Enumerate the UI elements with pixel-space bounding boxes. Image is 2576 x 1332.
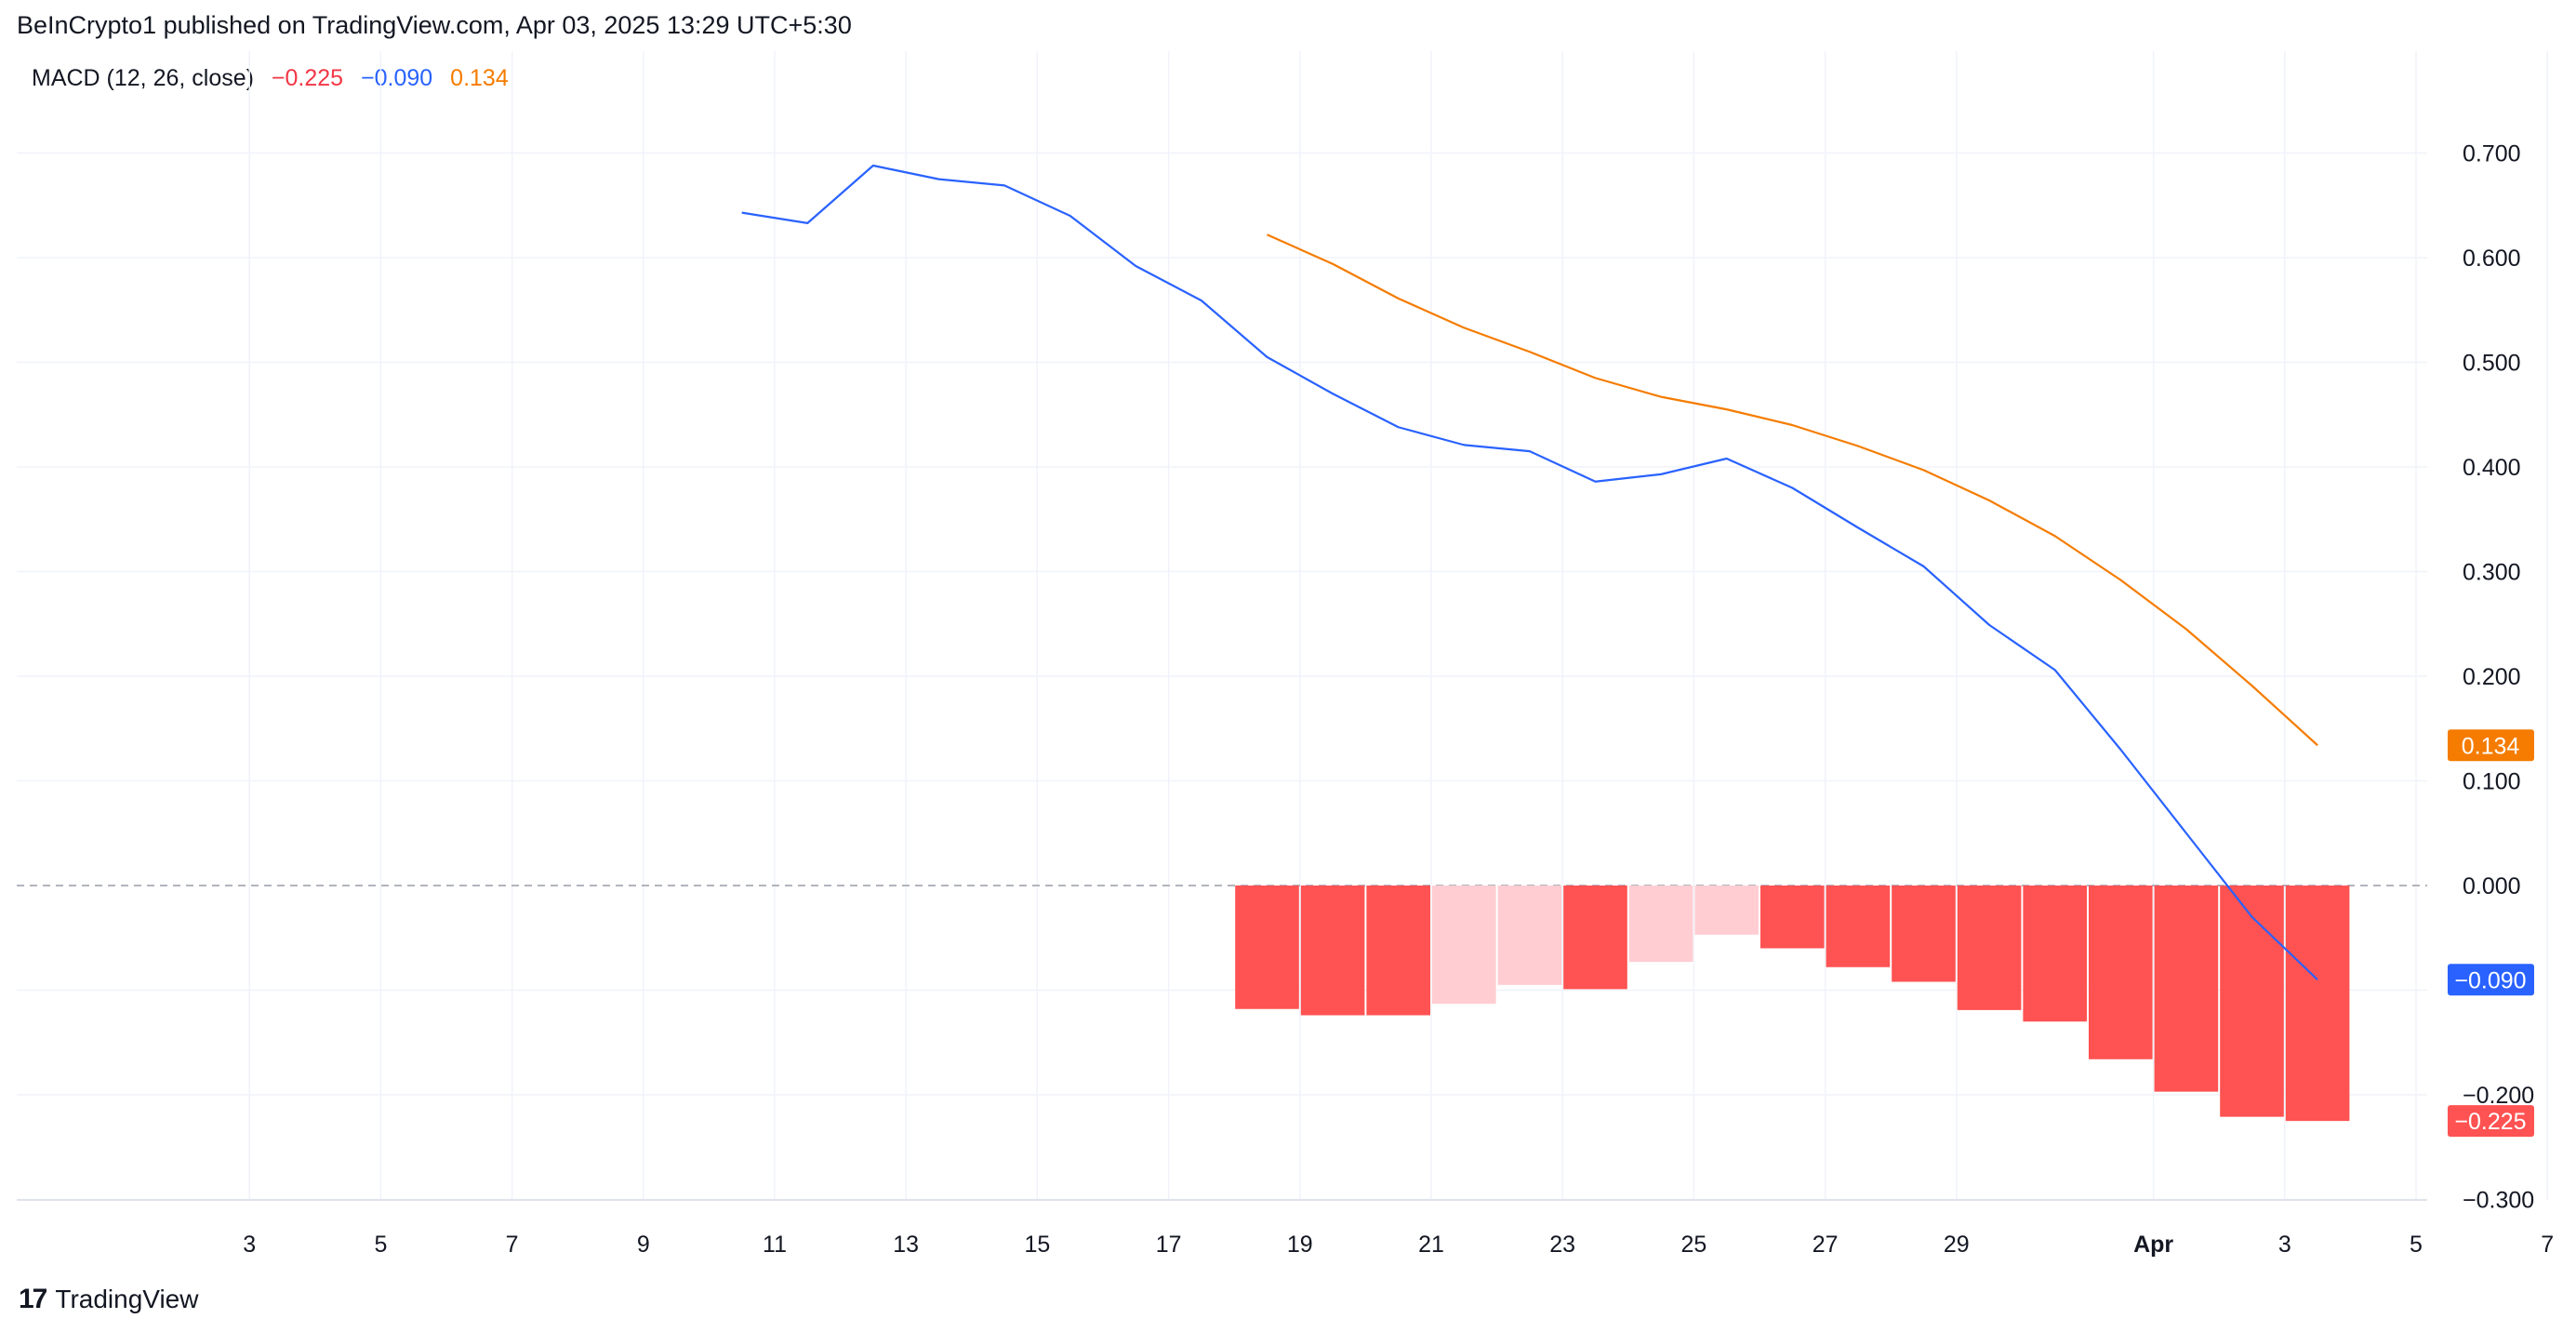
indicator-legend[interactable]: MACD (12, 26, close) −0.225 −0.090 0.134 <box>32 65 520 92</box>
histogram-bar <box>1760 886 1825 949</box>
histogram-bar <box>1366 886 1430 1016</box>
y-tick-label: 0.600 <box>2463 246 2521 272</box>
histogram-bar <box>1694 886 1759 935</box>
histogram-value: −0.225 <box>271 65 344 91</box>
y-tick-label: 0.200 <box>2463 664 2521 690</box>
y-tick-label: 0.300 <box>2463 560 2521 586</box>
x-tick-label: 21 <box>1418 1232 1444 1258</box>
y-tick-label: 0.100 <box>2463 769 2521 795</box>
x-tick-label: Apr <box>2133 1232 2173 1258</box>
histogram-bar <box>1300 886 1365 1016</box>
y-tick-label: −0.300 <box>2463 1188 2534 1214</box>
histogram-bar <box>1563 886 1627 990</box>
lines <box>741 164 2318 981</box>
x-tick-label: 27 <box>1812 1232 1839 1258</box>
x-axis[interactable]: 3 5 7 9 11 13 15 17 19 21 23 25 27 29 Apr 3 5 7 <box>243 1232 2554 1258</box>
y-tick-label: 0.500 <box>2463 351 2521 377</box>
histogram-bar <box>1892 886 1956 982</box>
x-tick-label: 25 <box>1680 1232 1706 1258</box>
y-tick-label: 0.400 <box>2463 455 2521 481</box>
y-tick-label: 0.000 <box>2463 873 2521 899</box>
signal-value: 0.134 <box>450 65 509 91</box>
x-tick-label: 19 <box>1287 1232 1313 1258</box>
tradingview-logo-icon: 17 <box>19 1284 47 1314</box>
x-tick-label: 5 <box>2410 1232 2423 1258</box>
macd-line <box>741 164 2318 981</box>
x-tick-label: 23 <box>1549 1232 1575 1258</box>
x-tick-label: 5 <box>374 1232 387 1258</box>
histogram <box>1235 886 2350 1122</box>
histogram-bar <box>1826 886 1891 967</box>
histogram-bar <box>1628 886 1693 963</box>
y-tick-label: −0.200 <box>2463 1083 2534 1109</box>
last-value-badge <box>2448 729 2534 762</box>
last-value-text: −0.090 <box>2454 967 2526 993</box>
x-tick-label: 29 <box>1944 1232 1970 1258</box>
y-tick-label: 0.700 <box>2463 141 2521 167</box>
x-tick-label: 11 <box>763 1232 787 1258</box>
x-tick-label: 15 <box>1024 1232 1050 1258</box>
x-tick-label: 7 <box>2541 1232 2554 1258</box>
x-tick-label: 17 <box>1156 1232 1182 1258</box>
histogram-bar <box>1235 886 1299 1009</box>
indicator-name[interactable]: MACD (12, 26, close) <box>32 65 254 91</box>
y-axis[interactable]: 0.700 0.600 0.500 0.400 0.300 0.200 0.100 0.000… <box>2463 141 2534 1214</box>
histogram-bar <box>1432 886 1496 1005</box>
histogram-bar <box>2089 886 2153 1059</box>
x-tick-label: 3 <box>243 1232 256 1258</box>
publication-attribution: BeInCrypto1 published on TradingView.com… <box>17 11 852 39</box>
histogram-bar <box>1497 886 1562 985</box>
signal-line <box>1267 233 2318 747</box>
tradingview-logo[interactable]: 17 TradingView <box>19 1284 198 1315</box>
macd-value: −0.090 <box>361 65 433 91</box>
histogram-bar <box>1957 886 2022 1010</box>
histogram-bar <box>2154 886 2219 1092</box>
last-value-text: −0.225 <box>2454 1109 2526 1135</box>
last-value-badge <box>2448 964 2534 996</box>
last-value-badge <box>2448 1105 2534 1138</box>
histogram-bar <box>2220 886 2284 1117</box>
x-tick-label: 9 <box>637 1232 650 1258</box>
last-value-labels: 0.134 −0.090 −0.225 <box>2448 729 2534 1138</box>
x-tick-label: 7 <box>506 1232 519 1258</box>
histogram-bar <box>2285 886 2350 1122</box>
tradingview-wordmark: TradingView <box>55 1285 199 1313</box>
histogram-bar <box>2023 886 2087 1022</box>
x-tick-label: 13 <box>893 1232 919 1258</box>
last-value-text: 0.134 <box>2462 733 2520 759</box>
x-tick-label: 3 <box>2278 1232 2291 1258</box>
